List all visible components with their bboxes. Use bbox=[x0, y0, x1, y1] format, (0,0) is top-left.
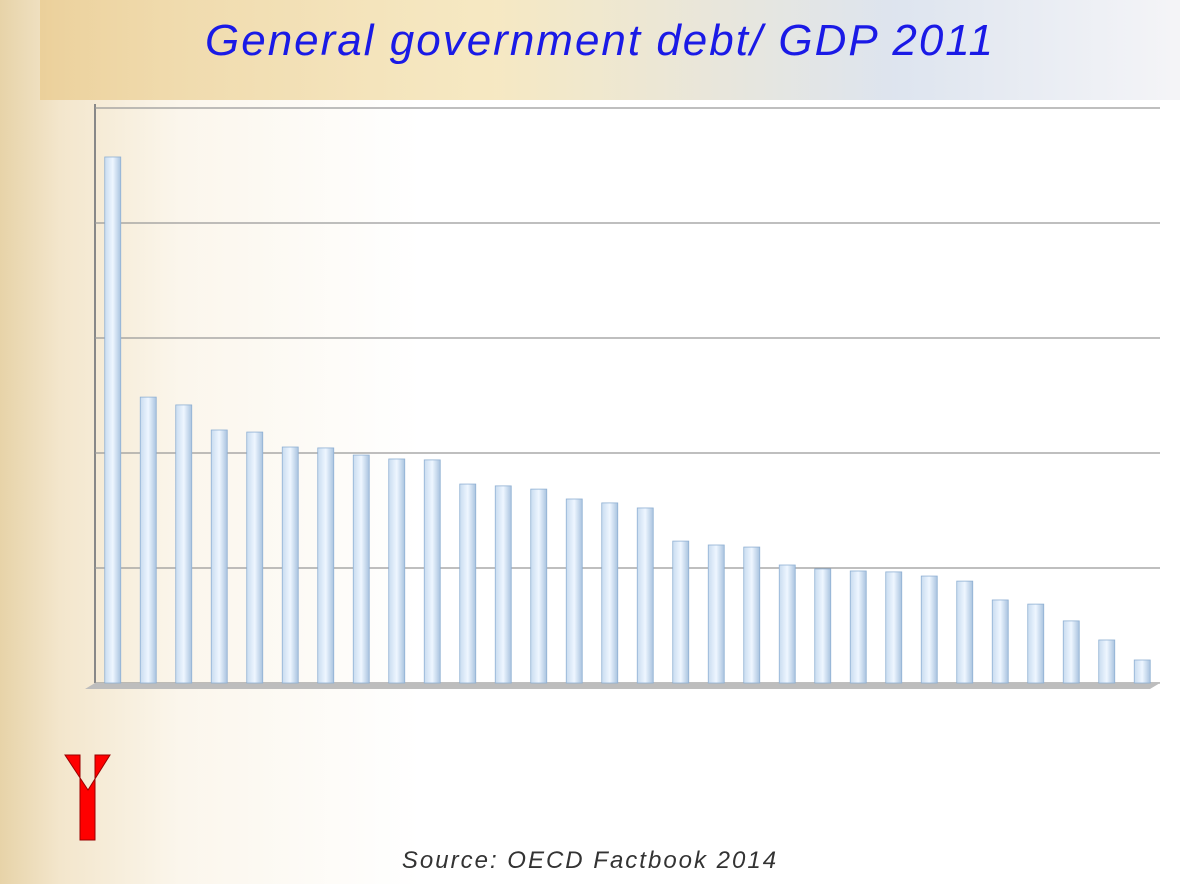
bar bbox=[352, 454, 370, 684]
bar bbox=[494, 485, 512, 684]
bar bbox=[814, 568, 832, 684]
bar bbox=[956, 580, 974, 684]
bar bbox=[743, 546, 761, 684]
bar bbox=[601, 502, 619, 684]
bar bbox=[636, 507, 654, 684]
red-arrow bbox=[64, 754, 111, 841]
bar bbox=[1027, 603, 1045, 684]
bar bbox=[104, 156, 122, 684]
bar bbox=[849, 570, 867, 684]
chart-title: General government debt/ GDP 2011 bbox=[205, 16, 995, 65]
source-note: Source: OECD Factbook 2014 bbox=[402, 847, 778, 874]
bar bbox=[388, 458, 406, 684]
bar bbox=[459, 483, 477, 684]
title-banner bbox=[40, 0, 1180, 100]
bar bbox=[707, 544, 725, 684]
bar bbox=[317, 447, 335, 684]
bar bbox=[423, 459, 441, 684]
bar bbox=[991, 599, 1009, 684]
floor bbox=[85, 683, 1160, 689]
bar bbox=[1133, 659, 1151, 684]
bar bbox=[1062, 620, 1080, 684]
bar bbox=[139, 396, 157, 684]
bar bbox=[281, 446, 299, 684]
bar bbox=[530, 488, 548, 684]
bar bbox=[885, 571, 903, 684]
bar bbox=[920, 575, 938, 684]
bar bbox=[565, 498, 583, 684]
bar bbox=[175, 404, 193, 684]
bar bbox=[1098, 639, 1116, 684]
bar bbox=[210, 429, 228, 684]
bar bbox=[672, 540, 690, 684]
bar bbox=[778, 564, 796, 684]
bar bbox=[246, 431, 264, 684]
